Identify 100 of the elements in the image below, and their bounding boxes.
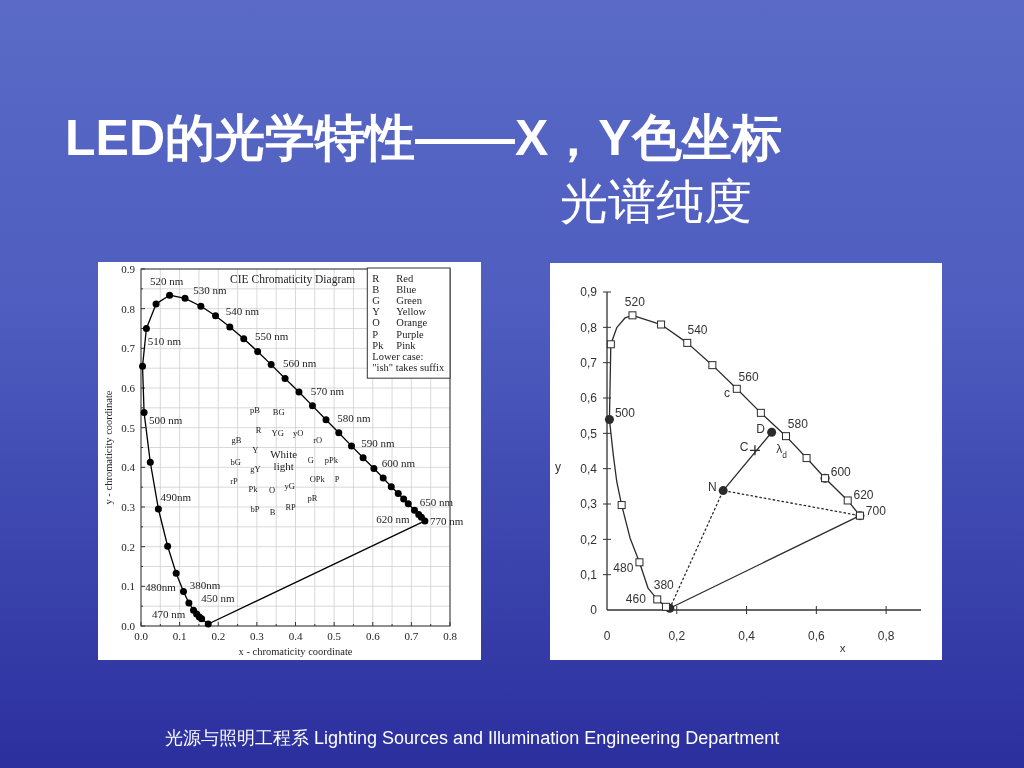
tick-label: 0,6 [580,391,597,406]
annotation: N [708,479,717,494]
tick-label: 0,6 [808,629,825,643]
annotation: 530 nm [193,284,227,297]
annotation: Pk [248,483,258,494]
tick-label: 0.1 [121,580,135,593]
annotation: C [739,440,749,455]
tick-label: 0.1 [172,630,187,642]
tick-label: 0.5 [121,421,135,434]
annotation: 380 [653,577,674,592]
annotation: G [307,454,314,465]
tick-label: 0,4 [738,629,755,643]
tick-label: 0.2 [211,630,226,642]
annotation: O Orange [372,317,428,329]
annotation: Y Yellow [372,306,427,318]
tick-label: 0,5 [580,426,597,441]
annotation: 600 nm [381,457,416,470]
tick-label: 0.4 [121,461,135,474]
tick-label: 0.7 [121,342,135,355]
annotation: 480nm [145,580,176,593]
annotation: pR [307,492,318,503]
annotation: gY [250,464,261,475]
annotation: Y [252,444,259,455]
tick-label: 0.8 [443,630,457,642]
annotation: yO [292,428,304,439]
annotation: B [269,507,276,518]
annotation: pB [250,405,260,416]
annotation: 520 nm [150,275,184,288]
subtitle: 光谱纯度 [560,175,752,228]
annotation: D [756,421,765,436]
tick-label: 0.3 [121,500,135,513]
annotation: 500 nm [149,413,183,426]
tick-label: 0.2 [121,540,135,553]
annotation: G Green [372,295,422,307]
tick-label: 0,4 [580,461,597,476]
annotation: 620 nm [376,512,410,525]
tick-label: 0.3 [250,630,264,642]
tick-label: 0.8 [121,302,135,315]
annotation: rO [313,435,323,446]
tick-label: 0.6 [121,381,135,394]
annotation: 480 [613,561,634,575]
annotation: 560 nm [283,357,317,370]
title: CIE Chromaticity Diagram [230,273,356,285]
annotation: White light [270,447,298,472]
annotation: 620 [853,487,874,502]
annotation: 540 nm [225,305,260,318]
annotation: O [268,485,276,496]
tick-label: 0,2 [580,532,597,547]
tick-label: 0.9 [121,262,135,275]
tick-label: 0.5 [327,630,341,642]
annotation: BG [272,406,285,417]
annotation: 570 nm [310,385,345,397]
annotation: Lower case: [372,350,424,362]
annotation: 380nm [189,579,221,592]
tick-label: 0,7 [580,355,597,370]
annotation: rP [230,475,238,486]
annotation: 580 nm [337,412,371,424]
tick-label: 0,8 [877,629,895,643]
annotation: bG [230,456,241,467]
tick-label: 0.0 [121,619,135,632]
annotation: 520 [624,294,645,309]
annotation: Pk Pink [372,339,416,351]
annotation: 光源与照明工程系 Lighting Sources and Illumination Engineering Department [165,728,780,748]
annotation: 600 [830,464,851,479]
annotation: pPk [324,454,338,465]
annotation: 700 [865,503,886,518]
tick-label: 0.7 [404,630,419,642]
annotation: P [334,474,340,485]
annotation: OPk [309,473,325,484]
annotation: c [724,385,731,400]
ylabel: y [555,460,561,475]
annotation: "ish" takes suffix [372,361,445,373]
ylabel: y - chromaticity coordinate [102,390,114,505]
tick-label: 0,3 [580,497,597,512]
title: LED的光学特性——X，Y色坐标 [65,110,782,166]
xlabel: x - chromaticity coordinate [238,646,353,657]
tick-label: 0.6 [365,630,380,642]
tick-label: 0,2 [668,629,686,643]
tick-label: 0 [603,629,611,643]
annotation: 470 nm [152,607,186,620]
annotation: B Blue [372,284,417,296]
annotation: 650 nm [419,496,454,509]
tick-label: 0 [590,603,597,618]
annotation: 510 nm [147,335,182,348]
annotation: RP [285,502,296,513]
annotation: 460 [625,592,646,607]
tick-label: 0.0 [134,630,148,642]
annotation: YG [271,428,284,439]
annotation: R Red [372,272,414,284]
annotation: 560 [738,369,759,384]
annotation: 540 [687,322,708,337]
annotation: bP [250,503,260,514]
tick-label: 0.4 [288,630,303,642]
annotation: 550 nm [255,330,289,343]
tick-label: 0,1 [580,567,597,582]
annotation: P Purple [372,328,424,340]
annotation: 770 nm [429,515,464,528]
annotation: yG [284,480,295,491]
annotation: λ$_{d}$ [776,442,787,461]
annotation: gB [231,435,242,446]
